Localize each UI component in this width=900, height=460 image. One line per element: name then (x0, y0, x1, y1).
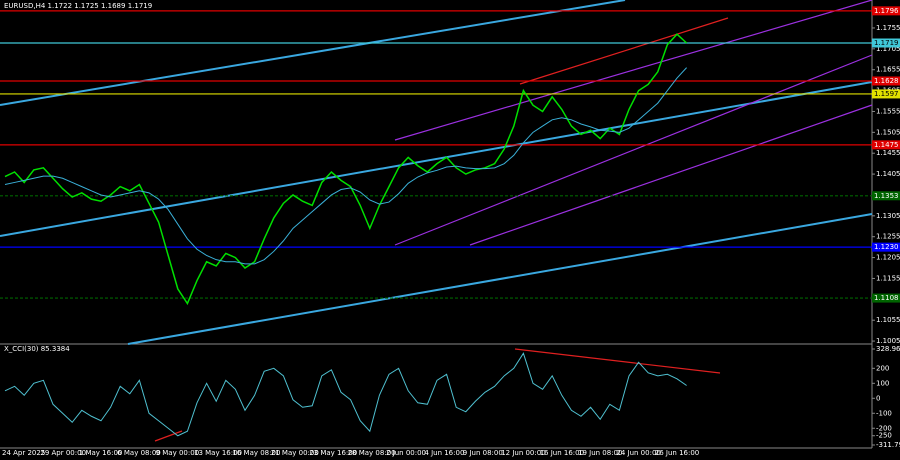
level-label: 1.1796 (874, 7, 899, 15)
x-tick-label: 21 May 00:00 (271, 449, 319, 457)
level-tag (872, 191, 900, 201)
y-tick-label: 1.1705 (876, 45, 900, 53)
chart-title: EURUSD,H4 1.1722 1.1725 1.1689 1.1719 (4, 2, 152, 10)
level-tag (872, 293, 900, 303)
y-tick-label: 1.1555 (876, 107, 900, 115)
y-tick-label: 1.1155 (876, 274, 900, 282)
x-tick-label: 9 Jun 08:00 (463, 449, 503, 457)
x-tick-label: 29 Apr 00:00 (40, 449, 86, 457)
y-tick-label: -200 (876, 424, 892, 432)
x-tick-label: 6 May 08:00 (117, 449, 161, 457)
y-tick-label: 1.1255 (876, 233, 900, 241)
series-line (4, 352, 687, 437)
x-tick-label: 28 May 08:00 (348, 449, 396, 457)
y-tick-label: -311.7988 (876, 441, 900, 449)
level-tag (872, 89, 900, 99)
series-line (4, 33, 688, 306)
level-label: 1.1628 (874, 77, 899, 85)
level-tag (872, 242, 900, 252)
series-line (4, 67, 687, 265)
y-tick-label: 200 (876, 364, 889, 372)
indicator-title: X_CCI(30) 85.3384 (4, 345, 70, 353)
level-tag (872, 6, 900, 16)
level-label: 1.1353 (874, 192, 899, 200)
y-tick-label: 1.1055 (876, 316, 900, 324)
trend-line (0, 81, 873, 237)
x-tick-label: 19 Jun 08:00 (578, 449, 622, 457)
y-tick-label: 1.1505 (876, 128, 900, 136)
channel-line (469, 104, 873, 246)
trend-line (127, 213, 873, 345)
y-tick-label: -100 (876, 409, 892, 417)
x-tick-label: 16 Jun 16:00 (540, 449, 584, 457)
channel-line (394, 0, 873, 141)
y-tick-label: 0 (876, 394, 880, 402)
x-tick-label: 24 Jun 00:00 (616, 449, 660, 457)
x-tick-label: 2 Jun 00:00 (386, 449, 426, 457)
level-tag (872, 38, 900, 48)
x-tick-label: 12 Jun 00:00 (501, 449, 545, 457)
cci-divergence (514, 348, 721, 374)
y-tick-label: 1.1005 (876, 337, 900, 345)
level-label: 1.1475 (874, 141, 899, 149)
level-tag (872, 76, 900, 86)
x-tick-label: 26 Jun 16:00 (655, 449, 699, 457)
y-tick-label: 1.1205 (876, 254, 900, 262)
y-tick-label: -250 (876, 432, 892, 440)
level-tag (872, 140, 900, 150)
trend-lines (0, 0, 873, 442)
y-tick-label: 100 (876, 379, 889, 387)
x-tick-label: 13 May 16:00 (194, 449, 242, 457)
level-label: 1.1108 (874, 294, 899, 302)
x-tick-label: 4 Jun 16:00 (424, 449, 464, 457)
level-label: 1.1230 (874, 243, 899, 251)
y-tick-label: 328.9647 (876, 345, 900, 353)
cci-divergence (154, 430, 183, 442)
x-tick-label: 24 Apr 2025 (2, 449, 45, 457)
y-tick-label: 1.1655 (876, 66, 900, 74)
x-tick-label: 9 May 00:00 (156, 449, 200, 457)
trend-line (0, 0, 626, 106)
y-tick-label: 1.1455 (876, 149, 900, 157)
level-label: 1.1719 (874, 39, 899, 47)
level-label: 1.1597 (874, 90, 899, 98)
resistance-trend (519, 17, 729, 85)
y-tick-label: 1.1405 (876, 170, 900, 178)
y-tick-label: 1.1305 (876, 212, 900, 220)
y-tick-label: 1.1755 (876, 24, 900, 32)
x-tick-label: 1 May 16:00 (79, 449, 123, 457)
channel-line (394, 54, 873, 246)
x-tick-label: 23 May 16:00 (309, 449, 357, 457)
x-tick-label: 16 May 08:00 (232, 449, 280, 457)
